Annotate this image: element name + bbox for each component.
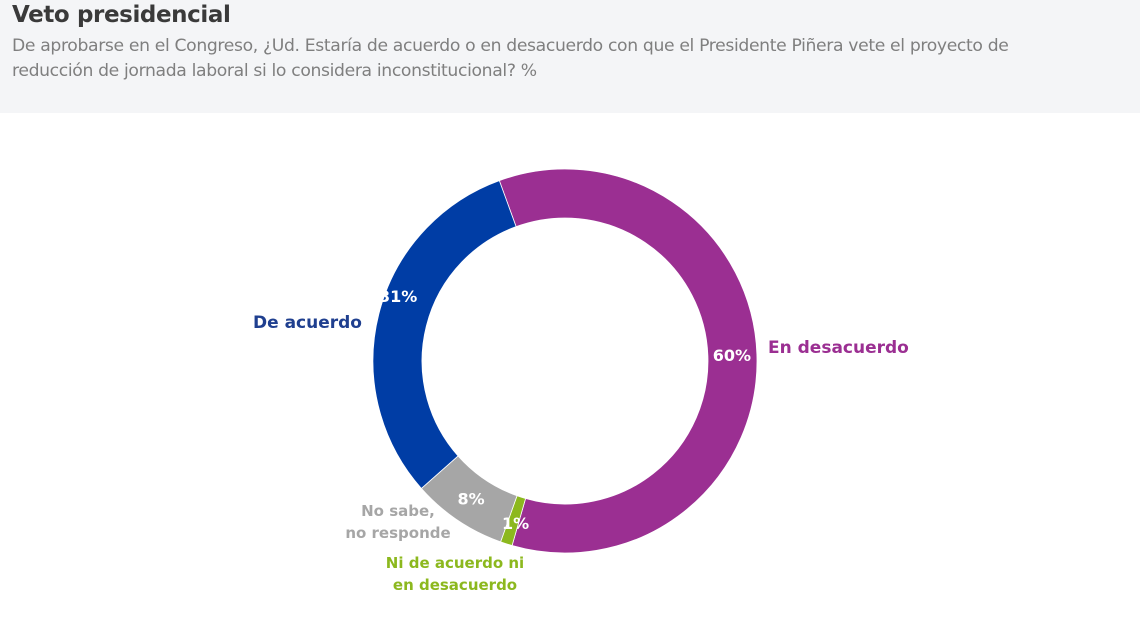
category-label-de-acuerdo: De acuerdo [253,313,362,333]
slice-de-acuerdo [372,180,517,490]
header-band: Veto presidencial De aprobarse en el Con… [0,0,1140,113]
category-label-line: Ni de acuerdo ni [386,554,524,572]
value-label-ni-de-acuerdo: 1% [502,514,529,533]
slice-en-desacuerdo [498,168,758,554]
category-label-ni-de-acuerdo: Ni de acuerdo ni en desacuerdo [386,554,524,594]
category-label-en-desacuerdo: En desacuerdo [768,338,909,358]
question-text: De aprobarse en el Congreso, ¿Ud. Estarí… [12,34,1092,84]
value-label-no-sabe: 8% [457,489,484,508]
category-label-line: No sabe, [361,502,435,520]
category-label-line: De acuerdo [253,313,362,333]
category-label-line: En desacuerdo [768,338,909,358]
category-label-line: no responde [345,524,450,542]
question-line-1: De aprobarse en el Congreso, ¿Ud. Estarí… [12,36,1009,56]
donut-slices [372,168,758,554]
question-line-2: reducción de jornada laboral si lo consi… [12,61,537,81]
category-label-no-sabe: No sabe, no responde [345,502,450,542]
category-label-line: en desacuerdo [393,576,517,594]
page-title: Veto presidencial [12,2,231,28]
value-label-en-desacuerdo: 60% [713,346,751,365]
value-label-de-acuerdo: 31% [379,287,417,306]
value-labels: 60% 1% 8% 31% [379,287,751,533]
category-labels: En desacuerdo Ni de acuerdo ni en desacuer… [253,313,909,594]
